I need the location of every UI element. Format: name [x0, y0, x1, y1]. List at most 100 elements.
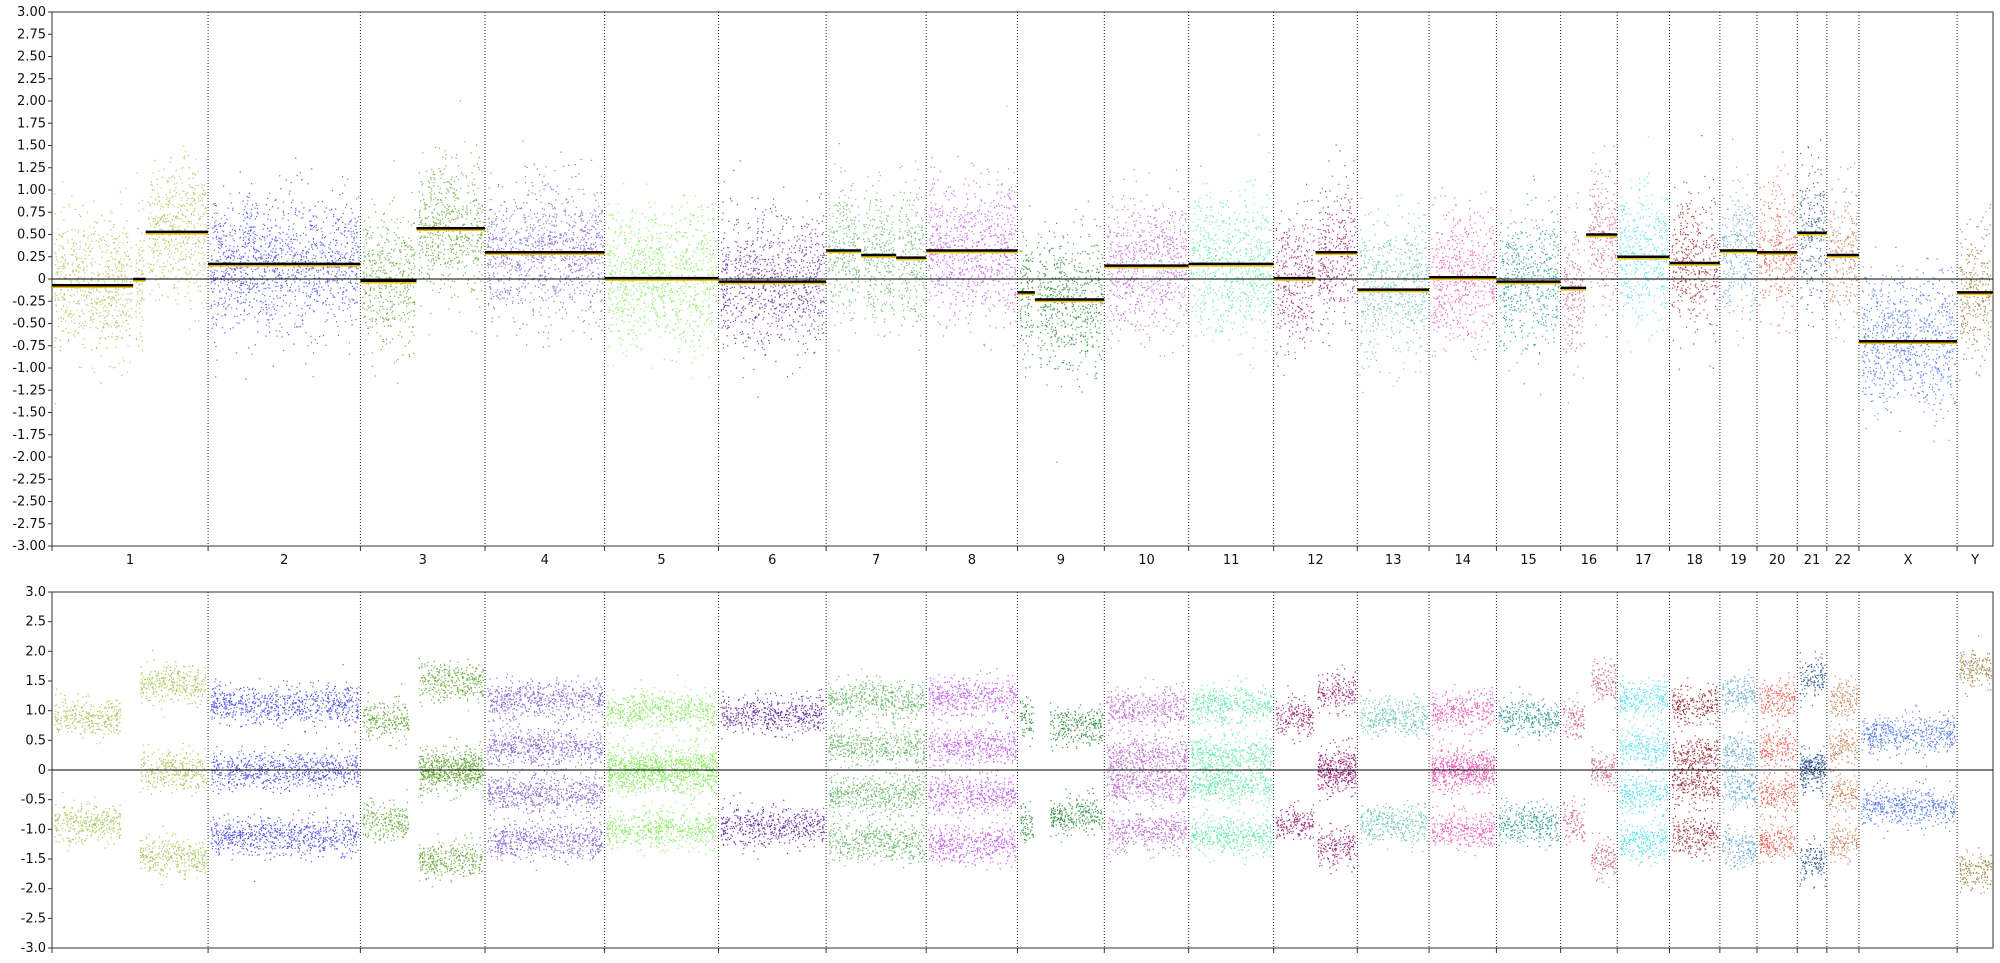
- chr-11-points: [1190, 134, 1273, 369]
- chr-11-points: [1190, 675, 1273, 865]
- data-points: [54, 635, 1993, 894]
- y-tick-label: 0.50: [17, 228, 46, 243]
- chromosome-label: 5: [657, 553, 665, 568]
- chr-15-points: [1498, 686, 1560, 851]
- chromosome-label: 9: [1057, 553, 1065, 568]
- chromosome-label: 11: [1223, 553, 1240, 568]
- chromosome-label: 8: [968, 553, 976, 568]
- y-tick-label: 0.75: [17, 205, 46, 220]
- y-tick-label: -0.5: [21, 793, 46, 808]
- y-tick-label: 1.75: [17, 116, 46, 131]
- chr-3-points: [362, 657, 485, 888]
- data-points: [54, 100, 1992, 463]
- chr-7-points: [828, 143, 926, 352]
- y-tick-label: 1.00: [17, 183, 46, 198]
- y-tick-label: 1.5: [25, 674, 46, 689]
- chr-18-points: [1671, 677, 1719, 862]
- chromosome-label: 20: [1769, 553, 1786, 568]
- chr-10-points: [1106, 169, 1188, 357]
- chr-18-points: [1671, 135, 1719, 370]
- y-tick-label: -2.25: [12, 472, 46, 487]
- chr-2-points: [210, 664, 360, 882]
- chromosome-label: 19: [1730, 553, 1747, 568]
- y-tick-label: 1.50: [17, 139, 46, 154]
- chr-3-points: [362, 100, 485, 384]
- chr-4-points: [487, 673, 604, 871]
- x-axis-labels: 1 2 3 4 5 6 7 8 9 10 11 12 13 14 15 16 17 18 19 20 21 22 X Y: [126, 553, 1979, 568]
- chr-8-points: [928, 668, 1017, 871]
- y-tick-label: -1.50: [12, 406, 46, 421]
- y-tick-label: -2.75: [12, 517, 46, 532]
- log2-ratio-panel: 3.00 2.75 2.50 2.25 2.00 1.75 1.50 1.25 1.00 0.75…: [12, 5, 1994, 568]
- chr-21-points: [1799, 651, 1826, 889]
- b-allele-panel: 3.0 2.5 2.0 1.5 1.0 0.5 0 -0.5 -1.0 -1.5 -2.0 -2.5 -…: [21, 585, 1994, 956]
- chromosome-label: 3: [419, 553, 427, 568]
- chromosome-label: 13: [1385, 553, 1402, 568]
- y-tick-label: -1.0: [21, 822, 46, 837]
- segment-means: [52, 227, 1993, 345]
- chromosome-label: 2: [280, 553, 288, 568]
- chromosome-label: X: [1904, 553, 1913, 568]
- y-axis: 3.00 2.75 2.50 2.25 2.00 1.75 1.50 1.25 1.00 0.75…: [12, 5, 52, 554]
- chromosome-label: 22: [1835, 553, 1852, 568]
- chromosome-label: 10: [1138, 553, 1155, 568]
- chr-16-points: [1562, 145, 1617, 404]
- chr-14-points: [1431, 187, 1496, 361]
- chr-13-points: [1359, 194, 1429, 394]
- chromosome-label: 7: [872, 553, 880, 568]
- chr-8-points: [928, 105, 1017, 351]
- y-tick-label: 1.25: [17, 161, 46, 176]
- y-tick-label: -0.50: [12, 317, 46, 332]
- chr-4-points: [487, 140, 604, 348]
- y-tick-label: -1.00: [12, 361, 46, 376]
- chromosome-label: 4: [541, 553, 549, 568]
- chr-5-points: [606, 674, 718, 857]
- y-tick-label: 0.25: [17, 250, 46, 265]
- chr-9-points: [1019, 200, 1104, 463]
- y-tick-label: -2.00: [12, 450, 46, 465]
- chr-2-points: [210, 157, 360, 380]
- chromosome-label: 14: [1454, 553, 1471, 568]
- chr-X-points: [1861, 246, 1957, 442]
- y-tick-label: 0.5: [25, 733, 46, 748]
- chromosome-label: 17: [1635, 553, 1652, 568]
- chr-X-points: [1861, 704, 1957, 839]
- chr-10-points: [1106, 677, 1188, 863]
- chr-13-points: [1360, 690, 1429, 853]
- chr-15-points: [1498, 175, 1560, 396]
- y-tick-label: 2.5: [25, 615, 46, 630]
- chr-7-points: [828, 668, 926, 869]
- chr-19-points: [1721, 669, 1757, 870]
- y-tick-label: -1.5: [21, 852, 46, 867]
- y-axis: 3.0 2.5 2.0 1.5 1.0 0.5 0 -0.5 -1.0 -1.5 -2.0 -2.5 -…: [21, 585, 52, 956]
- chr-12-points: [1275, 144, 1357, 376]
- chromosome-label: 21: [1804, 553, 1821, 568]
- chromosome-label: 16: [1581, 553, 1598, 568]
- chr-22-points: [1828, 675, 1859, 865]
- chromosome-label: Y: [1970, 553, 1979, 568]
- chr-9-points: [1019, 696, 1104, 844]
- y-tick-label: 2.00: [17, 94, 46, 109]
- chromosome-label: 15: [1520, 553, 1537, 568]
- y-tick-label: 3.0: [25, 585, 46, 600]
- y-tick-label: 0: [38, 272, 46, 287]
- chr-Y-points: [1959, 635, 1993, 894]
- chromosome-label: 6: [768, 553, 776, 568]
- y-tick-label: 0: [38, 763, 46, 778]
- y-tick-label: 2.0: [25, 644, 46, 659]
- chr-22-points: [1828, 162, 1859, 342]
- chr-20-points: [1759, 151, 1797, 334]
- chromosome-label: 1: [126, 553, 134, 568]
- chr-1-points: [54, 649, 208, 886]
- chromosome-label: 12: [1307, 553, 1324, 568]
- chr-17-points: [1619, 675, 1669, 867]
- y-tick-label: 1.0: [25, 704, 46, 719]
- y-tick-label: 2.25: [17, 72, 46, 87]
- chr-12-points: [1275, 664, 1357, 875]
- chromosome-label: 18: [1686, 553, 1703, 568]
- chr-19-points: [1721, 138, 1756, 346]
- y-tick-label: -1.75: [12, 428, 46, 443]
- y-tick-label: -2.0: [21, 882, 46, 897]
- y-tick-label: 2.75: [17, 27, 46, 42]
